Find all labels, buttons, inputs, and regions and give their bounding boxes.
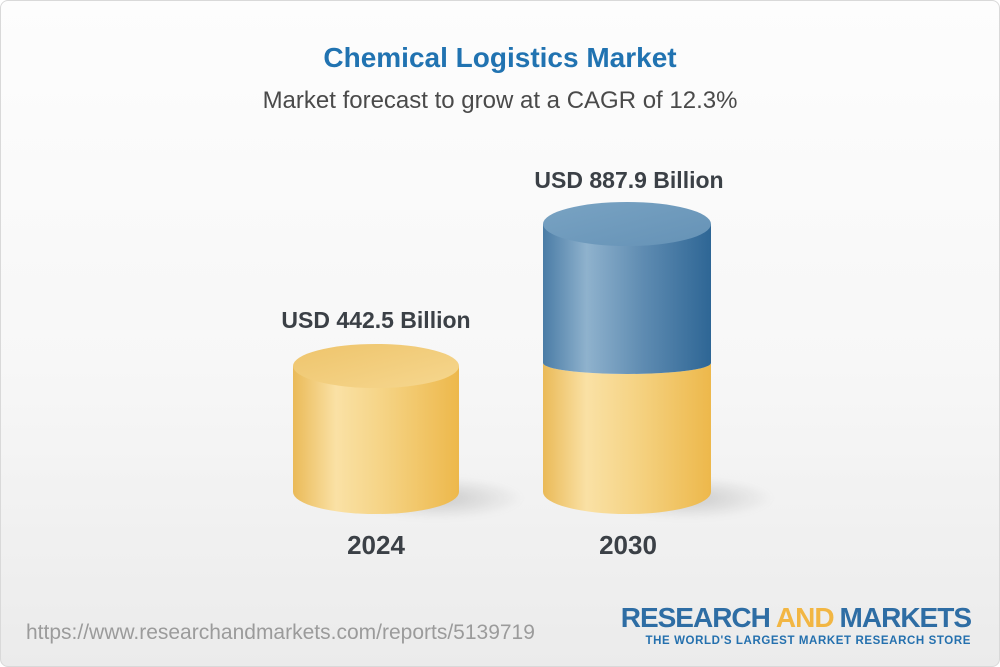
value-label-2030: USD 887.9 Billion	[534, 167, 724, 193]
chart-subtitle: Market forecast to grow at a CAGR of 12.…	[262, 87, 738, 114]
x-axis-label-2024: 2024	[347, 530, 405, 560]
value-label-2024: USD 442.5 Billion	[281, 307, 471, 333]
bar-2030-base-segment	[543, 363, 711, 514]
report-url-link[interactable]: https://www.researchandmarkets.com/repor…	[26, 621, 535, 644]
bar-2024-cylinder	[293, 344, 459, 514]
bar-2030-cylinder	[543, 202, 711, 514]
x-axis-label-2030: 2030	[599, 530, 657, 560]
logo-word-markets: MARKETS	[839, 602, 972, 633]
logo-word-research: RESEARCH	[620, 602, 771, 633]
chart-title: Chemical Logistics Market	[323, 42, 677, 73]
logo-tagline: THE WORLD'S LARGEST MARKET RESEARCH STOR…	[645, 635, 971, 648]
logo-word-and: AND	[775, 602, 835, 633]
logo-wordmark: RESEARCH AND MARKETS	[620, 602, 972, 633]
bar-2024-top-ellipse	[293, 344, 459, 388]
bar-2030-growth-segment	[543, 224, 711, 374]
researchandmarkets-logo[interactable]: RESEARCH AND MARKETS THE WORLD'S LARGEST M…	[620, 602, 972, 648]
bar-2024-body	[293, 366, 459, 514]
bar-2030-top-ellipse	[543, 202, 711, 246]
